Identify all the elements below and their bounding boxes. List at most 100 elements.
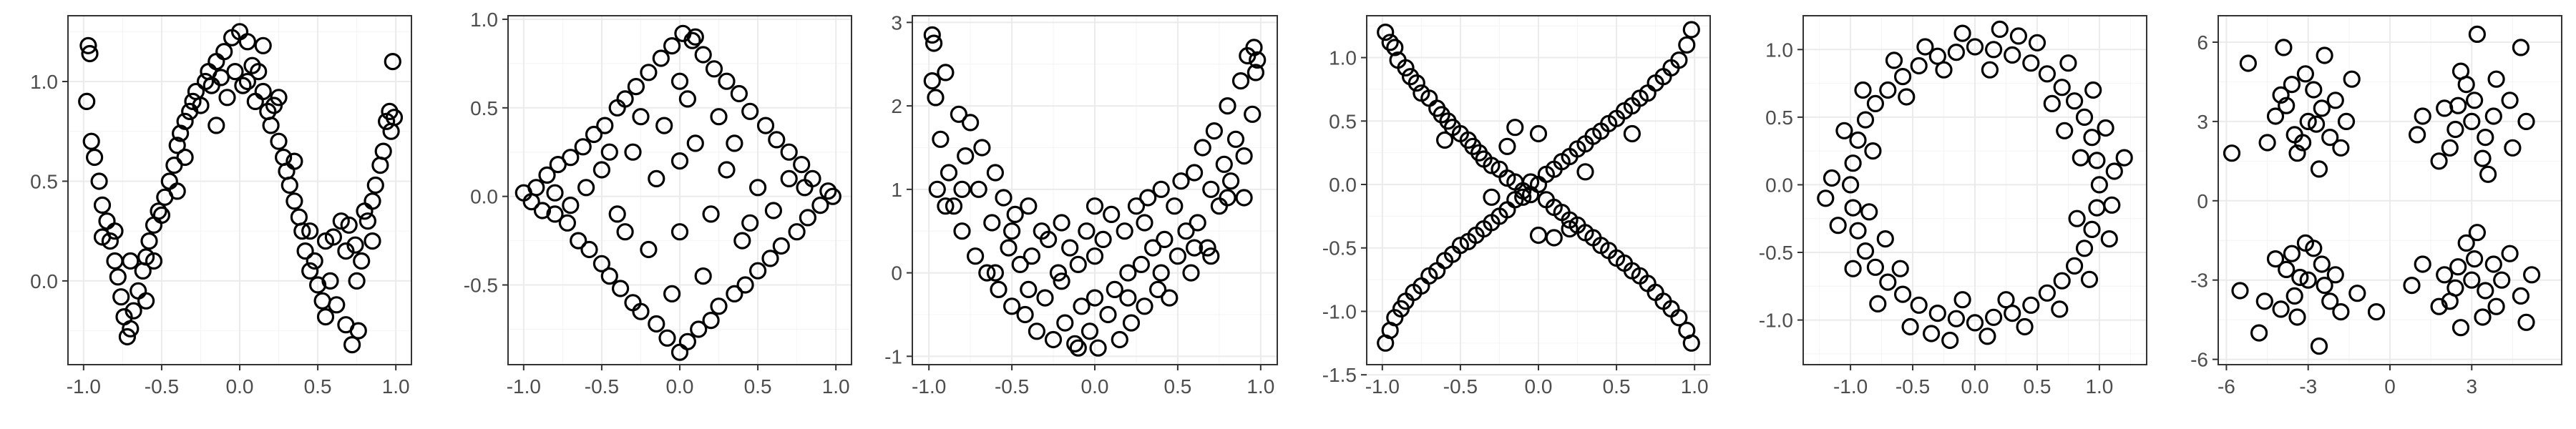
data-point xyxy=(2436,266,2454,284)
data-point xyxy=(1670,51,1688,69)
data-point xyxy=(1199,239,1216,257)
data-point xyxy=(2310,337,2328,355)
data-point xyxy=(702,205,720,223)
data-point xyxy=(640,64,658,82)
data-point xyxy=(1152,264,1170,282)
data-point xyxy=(1879,273,1897,291)
data-point xyxy=(1854,81,1872,99)
x-tick-label: -1.0 xyxy=(1833,375,1868,398)
data-point xyxy=(2090,176,2108,194)
data-point xyxy=(2332,139,2350,157)
data-point xyxy=(86,148,104,167)
data-point xyxy=(349,322,367,340)
data-point xyxy=(2474,308,2492,326)
data-point xyxy=(953,222,971,240)
data-point xyxy=(640,240,658,259)
data-point xyxy=(2288,308,2306,326)
data-point xyxy=(1244,105,1262,123)
x-tick-label: 0.0 xyxy=(1525,375,1553,398)
data-point xyxy=(208,117,225,134)
data-point xyxy=(1869,295,1887,312)
data-point xyxy=(608,205,626,223)
data-point xyxy=(2316,277,2333,295)
data-point xyxy=(1202,247,1220,265)
data-point xyxy=(2449,258,2467,276)
data-point xyxy=(1156,230,1174,248)
y-tick-label: 0 xyxy=(891,262,902,285)
data-point xyxy=(2479,165,2497,183)
data-point xyxy=(2316,46,2333,64)
data-point xyxy=(2038,284,2056,302)
data-point xyxy=(353,252,371,270)
data-point xyxy=(78,92,96,110)
y-tick-label: -1 xyxy=(884,345,902,368)
data-point xyxy=(301,262,319,280)
data-point xyxy=(1249,51,1267,69)
data-point xyxy=(270,132,288,150)
data-point xyxy=(663,36,681,55)
y-axis: -6 -3 0 3 6 xyxy=(2190,31,2218,371)
data-point xyxy=(364,232,381,250)
data-point xyxy=(1506,119,1524,137)
data-point xyxy=(1953,291,1971,309)
data-points xyxy=(514,24,841,361)
data-point xyxy=(1219,189,1236,207)
data-point xyxy=(109,268,127,286)
data-point xyxy=(733,232,751,250)
data-point xyxy=(1910,296,1928,314)
data-point xyxy=(585,125,603,144)
data-point xyxy=(1966,314,1984,332)
data-point xyxy=(112,288,130,306)
x-axis: -6 -3 0 3 xyxy=(2218,365,2477,398)
data-point xyxy=(1514,188,1532,206)
data-point xyxy=(1386,39,1404,56)
data-point xyxy=(741,102,759,120)
data-point xyxy=(796,179,814,197)
data-point xyxy=(293,222,311,240)
data-point xyxy=(945,197,963,215)
scatter-panel-5: -1.0 -0.5 0.0 0.5 1.0 -1.0 -0.5 0.0 0.5 1.0 xyxy=(1759,15,2147,398)
data-point xyxy=(2326,266,2344,284)
x-tick-label: 3 xyxy=(2466,375,2477,398)
data-point xyxy=(1864,142,1882,160)
data-point xyxy=(690,320,708,338)
data-point xyxy=(748,262,767,280)
y-tick-label: 6 xyxy=(2197,31,2208,54)
data-point xyxy=(2059,54,2077,72)
data-points xyxy=(2223,25,2541,355)
data-point xyxy=(793,156,811,174)
gridlines xyxy=(2218,16,2562,365)
data-point xyxy=(384,52,401,71)
y-tick-label: 0.5 xyxy=(1765,107,1793,129)
data-point xyxy=(2451,319,2470,337)
data-point xyxy=(1194,139,1211,157)
scatter-panel-3: -1.0 -0.5 0.0 0.5 1.0 -1 0 1 2 3 xyxy=(884,11,1278,398)
data-point xyxy=(2474,149,2492,167)
x-tick-label: 0.0 xyxy=(226,375,254,398)
x-tick-label: -0.5 xyxy=(585,375,619,398)
data-point xyxy=(2056,122,2074,139)
data-point xyxy=(1085,247,1104,265)
data-point xyxy=(986,164,1005,182)
data-point xyxy=(2283,75,2301,94)
data-point xyxy=(1670,309,1688,327)
data-point xyxy=(1866,94,1884,112)
data-point xyxy=(932,130,950,148)
x-tick-label: 0.5 xyxy=(744,375,772,398)
data-point xyxy=(562,197,580,214)
data-point xyxy=(549,156,567,174)
data-point xyxy=(923,26,941,44)
data-point xyxy=(1997,291,2015,309)
y-tick-label: -1.0 xyxy=(1322,300,1357,322)
data-point xyxy=(1106,280,1123,298)
data-point xyxy=(741,214,759,232)
data-point xyxy=(1036,289,1054,307)
data-point xyxy=(1111,330,1128,349)
y-tick-label: 1.0 xyxy=(1765,39,1793,61)
data-point xyxy=(678,90,697,108)
data-point xyxy=(1894,285,1912,303)
data-point xyxy=(1397,59,1415,77)
data-point xyxy=(1221,172,1240,190)
data-point xyxy=(2321,129,2339,147)
